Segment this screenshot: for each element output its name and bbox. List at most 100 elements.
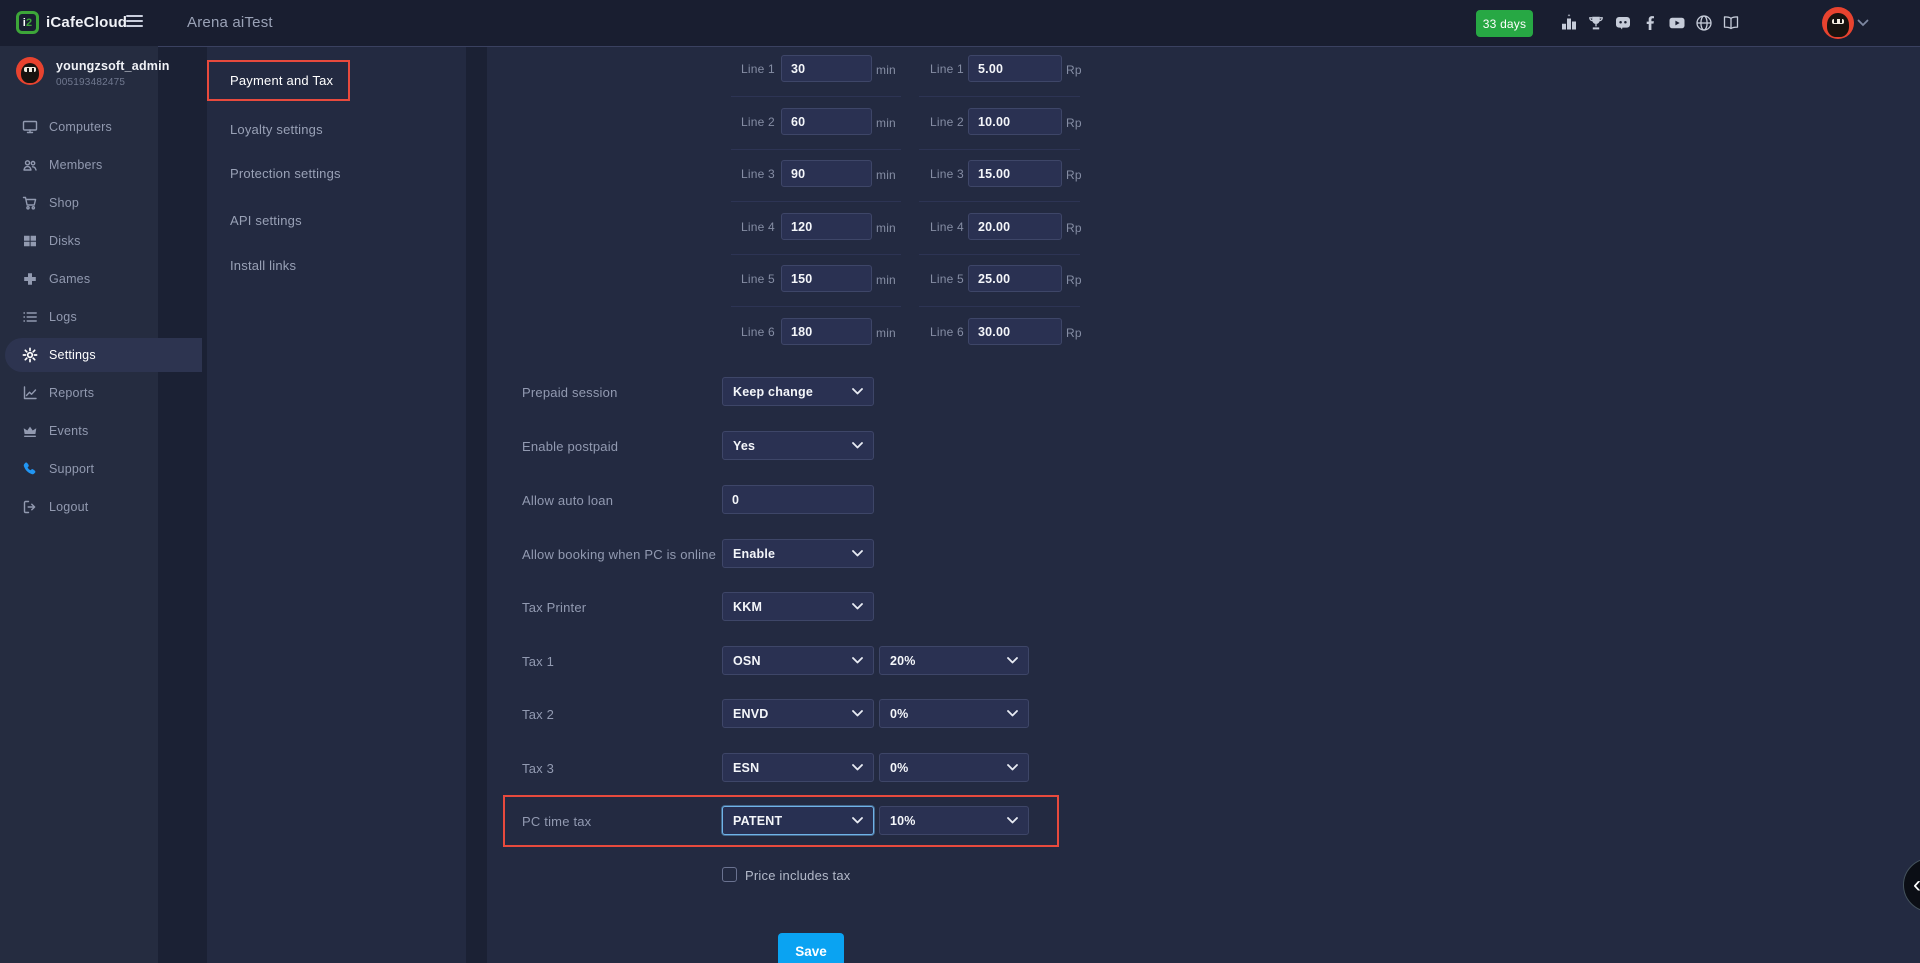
price-includes-tax-label: Price includes tax — [745, 868, 851, 883]
selected-value: PATENT — [733, 813, 783, 828]
sidebar-user-block: youngzsoft_admin 005193482475 — [0, 46, 169, 106]
minutes-unit-suffix: min — [876, 116, 896, 130]
selected-value: 0% — [890, 760, 909, 775]
discord-icon[interactable] — [1614, 14, 1632, 32]
pc-time-tax-select[interactable]: PATENT — [722, 806, 874, 835]
tax-1-select[interactable]: OSN — [722, 646, 874, 675]
form-field-label: Allow auto loan — [522, 493, 614, 508]
row-divider — [731, 96, 901, 97]
tax-3-rate-select[interactable]: 0% — [879, 753, 1029, 782]
facebook-icon[interactable] — [1641, 14, 1659, 32]
form-field-label: Tax 1 — [522, 654, 555, 669]
allow-auto-loan-input[interactable]: 0 — [722, 485, 874, 514]
settings-nav-item-api-settings[interactable]: API settings — [207, 203, 466, 237]
sidebar-item-members[interactable]: Members — [0, 148, 158, 182]
tax-printer-select[interactable]: KKM — [722, 592, 874, 621]
sidebar-item-events[interactable]: Events — [0, 414, 158, 448]
guide-book-icon[interactable] — [1722, 14, 1740, 32]
line-5-price-input[interactable]: 25.00 — [968, 265, 1062, 292]
line-4-minutes-input[interactable]: 120 — [781, 213, 872, 240]
line-price-label: Line 5 — [930, 272, 964, 286]
sidebar-item-logs[interactable]: Logs — [0, 300, 158, 334]
sidebar-item-computers[interactable]: Computers — [0, 110, 158, 144]
line-price-label: Line 1 — [930, 62, 964, 76]
tax-2-select[interactable]: ENVD — [722, 699, 874, 728]
line-1-minutes-input[interactable]: 30 — [781, 55, 872, 82]
sidebar-item-label: Members — [49, 158, 103, 172]
settings-nav-item-protection-settings[interactable]: Protection settings — [207, 156, 466, 190]
enable-postpaid-select[interactable]: Yes — [722, 431, 874, 460]
trophy-icon[interactable] — [1587, 14, 1605, 32]
currency-suffix: Rp — [1066, 168, 1082, 182]
sidebar-item-label: Games — [49, 272, 91, 286]
row-divider — [919, 96, 1080, 97]
sidebar-item-support[interactable]: Support — [0, 452, 158, 486]
line-6-price-input[interactable]: 30.00 — [968, 318, 1062, 345]
youtube-icon[interactable] — [1668, 14, 1686, 32]
minutes-unit-suffix: min — [876, 273, 896, 287]
sidebar-item-reports[interactable]: Reports — [0, 376, 158, 410]
cafe-name-title: Arena aiTest — [187, 14, 273, 31]
sidebar-item-disks[interactable]: Disks — [0, 224, 158, 258]
form-field-label: Prepaid session — [522, 385, 618, 400]
sidebar-item-shop[interactable]: Shop — [0, 186, 158, 220]
pc-time-tax-rate-select[interactable]: 10% — [879, 806, 1029, 835]
currency-suffix: Rp — [1066, 116, 1082, 130]
line-1-price-input[interactable]: 5.00 — [968, 55, 1062, 82]
line-price-label: Line 2 — [930, 115, 964, 129]
form-field-label: Tax 3 — [522, 761, 555, 776]
crown-icon — [22, 423, 38, 439]
avatar-dropdown-chevron-icon[interactable] — [1857, 19, 1869, 27]
topbar-icons — [1560, 14, 1740, 32]
chevron-down-icon — [1007, 817, 1018, 824]
prepaid-session-select[interactable]: Keep change — [722, 377, 874, 406]
minutes-unit-suffix: min — [876, 63, 896, 77]
chevron-down-icon — [852, 710, 863, 717]
line-2-price-input[interactable]: 10.00 — [968, 108, 1062, 135]
tax-3-select[interactable]: ESN — [722, 753, 874, 782]
line-3-minutes-input[interactable]: 90 — [781, 160, 872, 187]
list-icon — [22, 309, 38, 325]
logout-icon — [22, 499, 38, 515]
globe-icon[interactable] — [1695, 14, 1713, 32]
sidebar-item-label: Events — [49, 424, 89, 438]
sidebar-item-label: Disks — [49, 234, 81, 248]
save-button[interactable]: Save — [778, 933, 844, 963]
row-divider — [731, 149, 901, 150]
tax-1-rate-select[interactable]: 20% — [879, 646, 1029, 675]
selected-value: KKM — [733, 599, 763, 614]
selected-value: 0% — [890, 706, 909, 721]
selected-value: Enable — [733, 546, 776, 561]
members-icon — [22, 157, 38, 173]
minutes-unit-suffix: min — [876, 326, 896, 340]
chevron-down-icon — [1007, 710, 1018, 717]
sidebar-item-settings[interactable]: Settings — [5, 338, 202, 372]
settings-nav-item-install-links[interactable]: Install links — [207, 248, 466, 282]
monitor-icon — [22, 119, 38, 135]
price-includes-tax-checkbox[interactable] — [722, 867, 737, 882]
sidebar-item-label: Logs — [49, 310, 77, 324]
line-4-price-input[interactable]: 20.00 — [968, 213, 1062, 240]
settings-nav-item-loyalty-settings[interactable]: Loyalty settings — [207, 112, 466, 146]
allow-booking-when-pc-is-online-select[interactable]: Enable — [722, 539, 874, 568]
sidebar-item-logout[interactable]: Logout — [0, 490, 158, 524]
ranking-icon[interactable] — [1560, 14, 1578, 32]
sidebar-item-games[interactable]: Games — [0, 262, 158, 296]
subscription-days-badge[interactable]: 33 days — [1476, 10, 1533, 37]
selected-value: ENVD — [733, 706, 769, 721]
user-avatar[interactable] — [1822, 7, 1854, 39]
settings-nav-item-payment-and-tax[interactable]: Payment and Tax — [207, 63, 466, 97]
line-2-minutes-input[interactable]: 60 — [781, 108, 872, 135]
cart-icon — [22, 195, 38, 211]
chevron-down-icon — [1007, 764, 1018, 771]
tax-2-rate-select[interactable]: 0% — [879, 699, 1029, 728]
line-6-minutes-input[interactable]: 180 — [781, 318, 872, 345]
hamburger-menu-icon[interactable] — [126, 15, 143, 30]
sidebar-user-id: 005193482475 — [56, 77, 126, 88]
line-3-price-input[interactable]: 15.00 — [968, 160, 1062, 187]
line-5-minutes-input[interactable]: 150 — [781, 265, 872, 292]
selected-value: Keep change — [733, 384, 814, 399]
selected-value: OSN — [733, 653, 761, 668]
